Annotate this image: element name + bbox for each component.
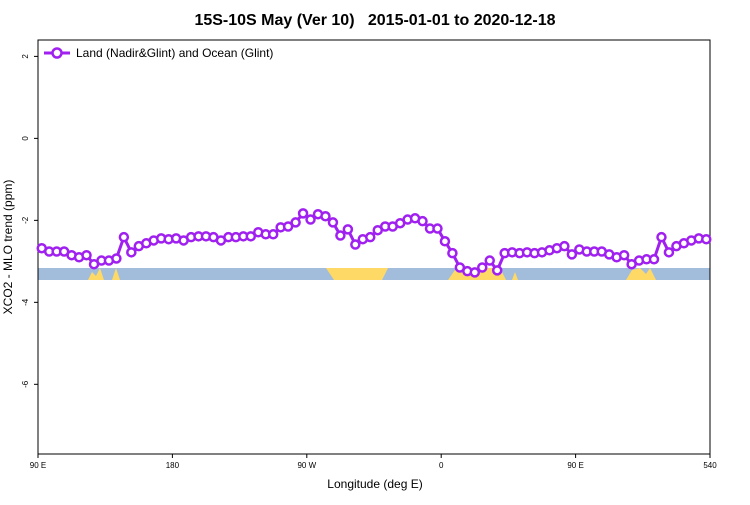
y-tick-label: -6 bbox=[21, 380, 30, 388]
data-point bbox=[566, 249, 578, 260]
x-tick-label: 90 E bbox=[567, 461, 583, 470]
legend: Land (Nadir&Glint) and Ocean (Glint) bbox=[44, 46, 273, 60]
data-point bbox=[342, 224, 354, 235]
data-point bbox=[282, 221, 294, 232]
data-point bbox=[118, 231, 130, 243]
y-tick-label: -4 bbox=[21, 298, 30, 306]
data-point bbox=[618, 249, 630, 261]
data-point bbox=[290, 217, 301, 228]
data-point bbox=[432, 223, 443, 234]
x-tick-label: 90 W bbox=[297, 461, 316, 470]
data-point bbox=[81, 249, 92, 261]
data-point bbox=[327, 217, 339, 228]
legend-marker bbox=[51, 47, 63, 59]
y-tick-label: 2 bbox=[21, 54, 30, 59]
data-point bbox=[111, 253, 122, 264]
data-point bbox=[297, 208, 309, 219]
data-point bbox=[126, 247, 137, 258]
x-tick-label: 90 E bbox=[30, 461, 46, 470]
data-point bbox=[491, 265, 503, 276]
y-tick-label: 0 bbox=[21, 136, 30, 141]
data-point bbox=[320, 211, 331, 222]
data-point bbox=[701, 233, 712, 245]
data-point bbox=[350, 239, 361, 250]
data-point bbox=[365, 231, 376, 243]
data-point bbox=[663, 247, 675, 258]
data-point bbox=[469, 267, 481, 278]
data-point bbox=[245, 231, 257, 242]
data-point bbox=[559, 240, 570, 252]
data-point bbox=[267, 229, 279, 240]
chart-title: 15S-10S May (Ver 10) 2015-01-01 to 2020-… bbox=[194, 12, 555, 29]
data-point bbox=[648, 254, 660, 265]
x-tick-label: 180 bbox=[166, 461, 180, 470]
x-tick-label: 540 bbox=[703, 461, 717, 470]
y-tick-label: -2 bbox=[21, 216, 30, 224]
x-tick-label: 0 bbox=[439, 461, 444, 470]
data-point bbox=[484, 255, 495, 266]
data-point bbox=[335, 230, 346, 241]
data-point bbox=[656, 231, 667, 243]
y-axis-label: XCO2 - MLO trend (ppm) bbox=[1, 180, 15, 315]
data-point bbox=[477, 262, 488, 273]
legend-label: Land (Nadir&Glint) and Ocean (Glint) bbox=[76, 46, 273, 60]
data-point bbox=[439, 236, 451, 247]
x-axis-label: Longitude (deg E) bbox=[327, 477, 422, 491]
data-point bbox=[447, 247, 458, 259]
data-point bbox=[305, 214, 316, 225]
data-point bbox=[417, 215, 428, 227]
